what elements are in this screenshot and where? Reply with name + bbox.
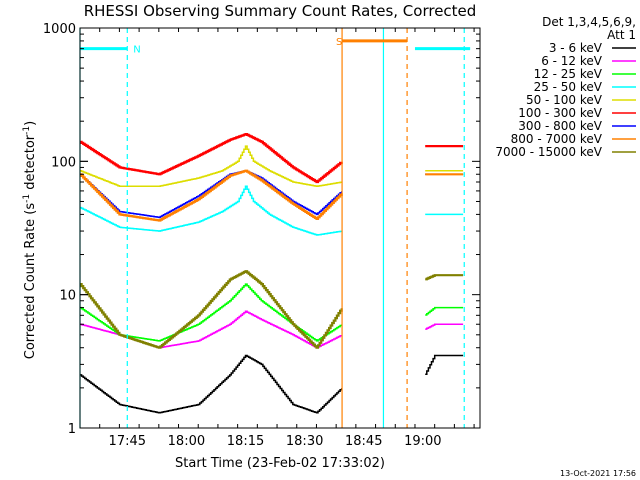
legend-title-line2: Att 1 [607,28,636,42]
footer-date: 13-Oct-2021 17:56 [560,469,636,478]
legend-label-3: 25 - 50 keV [534,80,603,94]
x-tick-label: 18:15 [227,434,264,449]
legend-title-line1: Det 1,3,4,5,6,9, [542,15,636,29]
flag-n-label: N [133,45,140,56]
y-tick-label: 100 [51,155,76,170]
x-tick-label: 19:00 [404,434,441,449]
legend-label-2: 12 - 25 keV [534,67,603,81]
y-tick-label: 10 [59,289,76,304]
legend-label-1: 6 - 12 keV [541,54,603,68]
x-axis-label: Start Time (23-Feb-02 17:33:02) [175,456,385,471]
legend-label-5: 100 - 300 keV [518,106,602,120]
legend-label-4: 50 - 100 keV [526,93,603,107]
x-tick-label: 18:00 [168,434,205,449]
x-tick-label: 18:45 [345,434,382,449]
y-tick-label: 1 [68,422,76,437]
series-line-3-6-kev [80,354,464,414]
series-line-7000-15000-kev [80,270,464,349]
series-line-300-800-kev [80,169,464,219]
plot-area: N S 1 10 100 1000 17:45 18:00 18:15 18:30 18:45 19:… [43,22,481,449]
series-line-12-25-kev [80,283,464,342]
series-line-100-300-kev [80,133,464,184]
series-line-50-100-kev [80,145,464,188]
series-line-6-12-kev [80,310,464,349]
chart-title: RHESSI Observing Summary Count Rates, Co… [84,2,477,20]
legend-label-7: 800 - 7000 keV [511,132,603,146]
y-tick-label: 1000 [43,22,76,37]
flag-s-label: S [336,37,342,48]
y-axis-label: Corrected Count Rate (s-1 detector-1) [22,121,38,359]
x-tick-label: 17:45 [109,434,146,449]
legend-label-0: 3 - 6 keV [549,41,603,55]
series-line-800-7000-kev [80,169,464,222]
legend-label-8: 7000 - 15000 keV [495,145,602,159]
x-tick-label: 18:30 [286,434,323,449]
series-line-25-50-kev [80,185,464,236]
legend-label-6: 300 - 800 keV [518,119,602,133]
plot-frame [79,27,481,429]
